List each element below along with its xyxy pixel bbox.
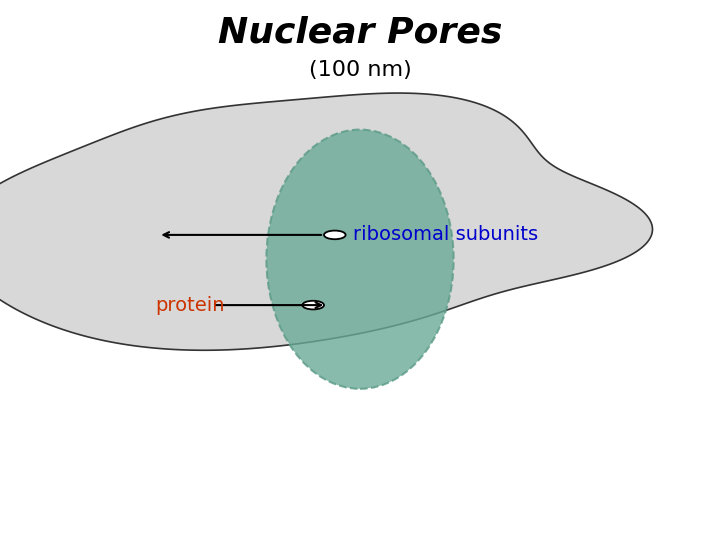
Text: ribosomal subunits: ribosomal subunits — [353, 225, 538, 245]
Text: Nuclear Pores: Nuclear Pores — [218, 16, 502, 49]
Ellipse shape — [302, 301, 324, 309]
Text: protein: protein — [155, 295, 225, 315]
Text: (100 nm): (100 nm) — [309, 60, 411, 80]
Ellipse shape — [324, 231, 346, 239]
Ellipse shape — [266, 130, 454, 389]
Polygon shape — [0, 93, 652, 350]
